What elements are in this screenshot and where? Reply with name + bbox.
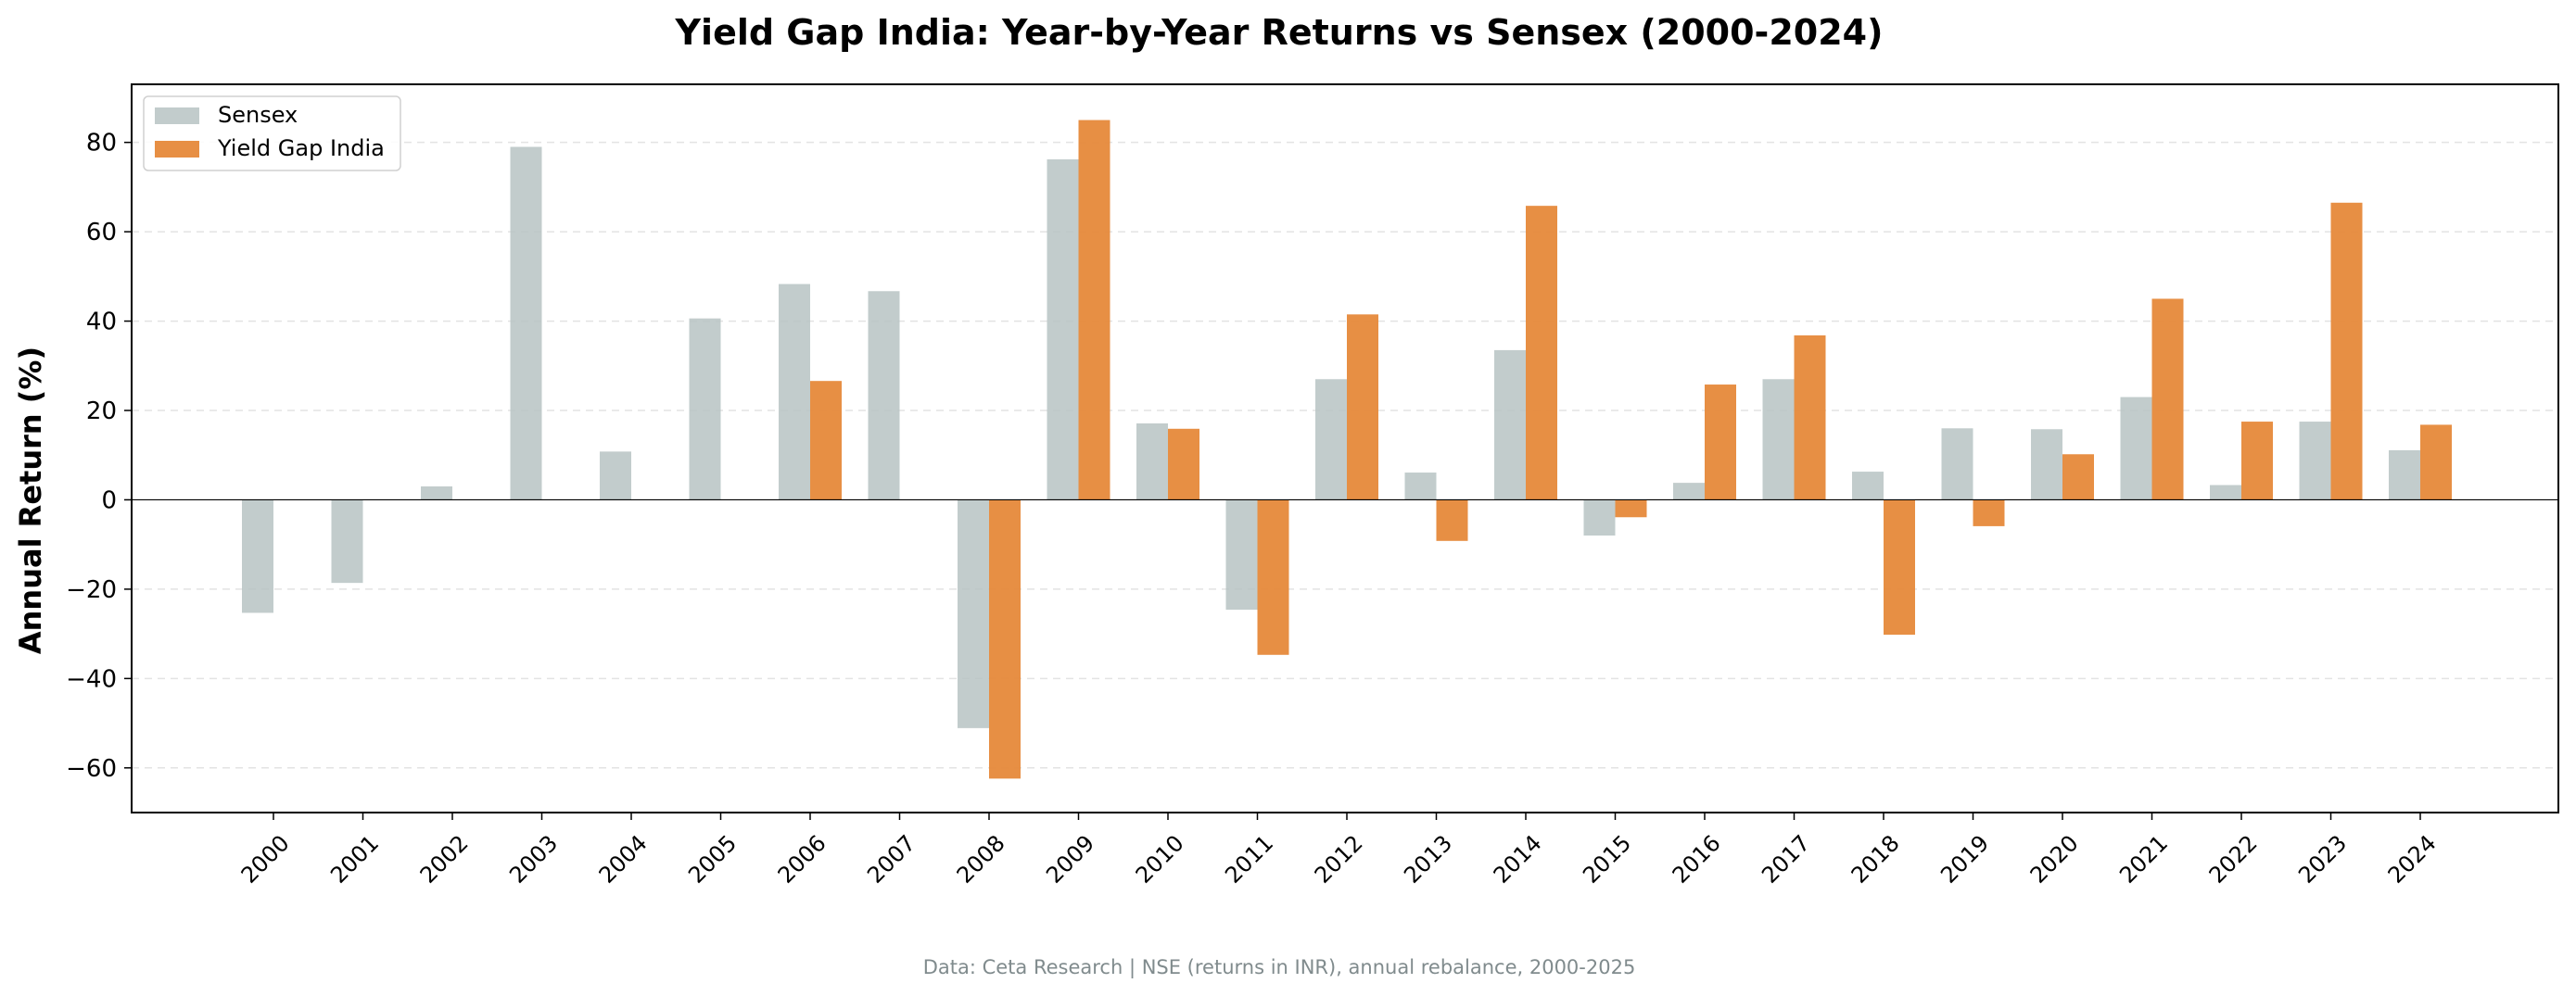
- x-tick-label: 2013: [1399, 830, 1457, 889]
- x-tick-label: 2005: [683, 830, 742, 889]
- x-tick-label: 2020: [2025, 830, 2084, 889]
- x-tick-label: 2012: [1310, 830, 1368, 889]
- x-tick-label: 2011: [1220, 830, 1278, 889]
- x-tick-label: 2009: [1041, 830, 1099, 889]
- sensex-bar: [958, 499, 989, 728]
- sensex-bar: [600, 451, 631, 500]
- sensex-bar: [1852, 472, 1884, 500]
- sensex-bar: [689, 318, 721, 500]
- y-tick-label: 0: [101, 486, 117, 514]
- y-axis-label: Annual Return (%): [13, 347, 48, 654]
- x-tick-label: 2014: [1489, 830, 1547, 889]
- legend-swatch-sensex: [155, 107, 199, 124]
- sensex-bar: [331, 499, 363, 584]
- x-tick-label: 2021: [2114, 830, 2173, 889]
- x-tick-label: 2024: [2383, 830, 2442, 889]
- x-tick-label: 2008: [952, 830, 1010, 889]
- sensex-bar: [421, 485, 452, 500]
- yield-gap-bar: [2062, 454, 2094, 500]
- sensex-bar: [1315, 379, 1347, 500]
- yield-gap-bar: [1705, 385, 1736, 500]
- x-tick-label: 2000: [236, 830, 295, 889]
- yield-gap-bar: [2330, 202, 2363, 500]
- yield-gap-bar: [1973, 499, 2005, 526]
- plot-frame: [131, 83, 2559, 813]
- sensex-bar: [2120, 397, 2152, 500]
- sensex-bar: [1762, 379, 1795, 500]
- sensex-bar: [2031, 429, 2062, 500]
- x-tick-label: 2022: [2204, 830, 2263, 889]
- sensex-bar: [1047, 159, 1079, 500]
- sensex-bar: [2210, 485, 2241, 500]
- y-tick-label: −60: [66, 755, 117, 783]
- yield-gap-bar: [1078, 120, 1110, 500]
- legend-box: [143, 95, 401, 171]
- yield-gap-bar: [2241, 422, 2273, 500]
- y-tick-label: 20: [86, 397, 117, 425]
- y-tick-label: 60: [86, 219, 117, 246]
- yield-gap-bar: [2151, 298, 2184, 500]
- x-tick-label: 2023: [2293, 830, 2352, 889]
- x-tick-label: 2015: [1578, 830, 1636, 889]
- sensex-bar: [1583, 499, 1616, 536]
- footnote: Data: Ceta Research | NSE (returns in IN…: [923, 956, 1636, 979]
- y-tick-label: −40: [66, 665, 117, 693]
- x-tick-label: 2010: [1131, 830, 1189, 889]
- x-tick-label: 2003: [504, 830, 563, 889]
- yield-gap-bar: [2420, 424, 2452, 500]
- x-tick-label: 2002: [415, 830, 474, 889]
- yield-gap-bar: [1436, 499, 1468, 541]
- yield-gap-bar: [1884, 499, 1915, 636]
- legend-label-yield-gap: Yield Gap India: [217, 135, 385, 161]
- x-tick-label: 2007: [862, 830, 920, 889]
- y-tick-label: 80: [86, 130, 117, 158]
- sensex-bar: [1673, 483, 1705, 500]
- yield-gap-bar: [1257, 499, 1289, 655]
- yield-gap-bar: [1615, 499, 1647, 518]
- x-tick-label: 2006: [773, 830, 831, 889]
- sensex-bar: [1404, 473, 1437, 500]
- bars: [242, 120, 2452, 779]
- sensex-bar: [2299, 422, 2331, 500]
- y-tick-label: 40: [86, 309, 117, 336]
- yield-gap-bar: [1526, 206, 1557, 500]
- y-tick-label: −20: [66, 576, 117, 604]
- yield-gap-bar: [1168, 428, 1199, 500]
- yield-gap-bar: [810, 381, 842, 500]
- sensex-bar: [510, 146, 542, 500]
- sensex-bar: [1225, 499, 1258, 611]
- sensex-bar: [242, 499, 273, 613]
- legend-label-sensex: Sensex: [218, 102, 298, 128]
- sensex-bar: [2389, 449, 2420, 500]
- sensex-bar: [779, 284, 810, 500]
- yield-gap-bar: [1794, 335, 1826, 500]
- legend: Sensex Yield Gap India: [143, 95, 401, 171]
- sensex-bar: [1494, 349, 1526, 500]
- chart-title: Yield Gap India: Year-by-Year Returns vs…: [675, 12, 1884, 53]
- sensex-bar: [1136, 422, 1168, 500]
- x-tick-label: 2001: [325, 830, 384, 889]
- legend-swatch-yield-gap: [155, 141, 199, 158]
- yield-gap-bar: [1347, 314, 1378, 500]
- x-tick-label: 2018: [1846, 830, 1905, 889]
- sensex-bar: [1941, 428, 1973, 500]
- x-tick-label: 2017: [1757, 830, 1815, 889]
- x-tick-label: 2004: [594, 830, 653, 889]
- sensex-bar: [868, 291, 900, 500]
- x-tick-label: 2016: [1668, 830, 1726, 889]
- yield-gap-bar: [989, 499, 1021, 779]
- x-tick-label: 2019: [1935, 830, 1994, 889]
